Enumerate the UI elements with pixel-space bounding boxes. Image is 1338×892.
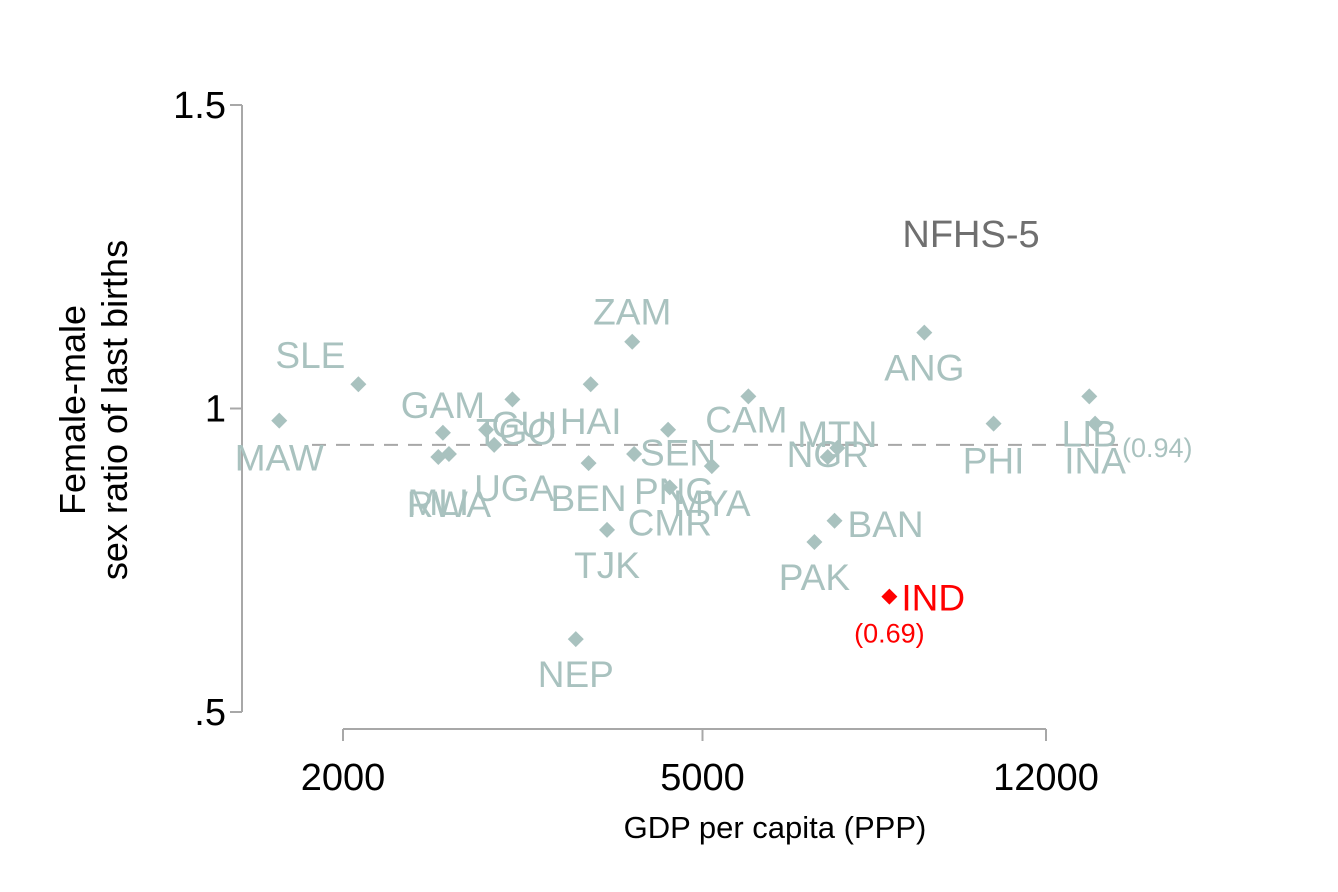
point-label-zam: ZAM xyxy=(593,292,671,333)
point-label-mya: MYA xyxy=(673,483,751,524)
data-point-mya xyxy=(703,458,720,475)
point-label-maw: MAW xyxy=(235,438,324,479)
x-axis-label: GDP per capita (PPP) xyxy=(624,810,927,845)
y-tick-label: 1.5 xyxy=(173,85,226,127)
point-label-cmr: CMR xyxy=(628,502,712,543)
axes: .5 1 1.5 2000 5000 12000 xyxy=(173,85,1099,799)
data-point-gui xyxy=(504,391,521,408)
point-label-nep: NEP xyxy=(538,654,614,695)
point-label-mtn: MTN xyxy=(797,414,877,455)
point-label-png: PNG xyxy=(634,471,714,512)
data-point-rwa xyxy=(440,446,457,463)
data-point-ina xyxy=(1087,415,1104,432)
data-point-tgo xyxy=(478,421,495,438)
point-label-gui: GUI xyxy=(492,404,558,445)
data-point-pak xyxy=(806,534,823,551)
point-label-ben: BEN xyxy=(551,478,627,519)
point-label-pak: PAK xyxy=(779,557,851,598)
data-point-maw xyxy=(271,412,288,429)
data-point-ngr xyxy=(819,449,836,466)
point-label-lib: LIB xyxy=(1062,413,1118,454)
data-point-phi xyxy=(985,415,1002,432)
data-point-uga xyxy=(486,436,503,453)
data-point-zam xyxy=(624,333,641,350)
x-tick-label: 12000 xyxy=(993,757,1099,799)
y-tick-label: .5 xyxy=(194,692,226,734)
data-point-cam xyxy=(740,388,757,405)
y-tick-label: 1 xyxy=(205,389,226,431)
data-point-ben xyxy=(580,455,597,472)
reference-line-label: (0.94) xyxy=(1122,433,1193,463)
point-label-ang: ANG xyxy=(884,348,964,389)
point-label-cam: CAM xyxy=(705,399,787,440)
data-point-sle xyxy=(350,376,367,393)
highlight-value-label: (0.69) xyxy=(854,619,925,649)
point-label-hai: HAI xyxy=(560,401,622,442)
data-point-ban xyxy=(826,512,843,529)
data-point-ang xyxy=(916,324,933,341)
y-ticks: .5 1 1.5 xyxy=(173,85,242,734)
point-label-ngr: NGR xyxy=(787,434,869,475)
data-point-mtn xyxy=(829,439,846,456)
point-label-ind: IND xyxy=(901,578,965,619)
point-label-phi: PHI xyxy=(963,441,1025,482)
point-label-ina: INA xyxy=(1064,441,1126,482)
survey-annotation: NFHS-5 xyxy=(902,214,1039,256)
point-label-ban: BAN xyxy=(848,504,924,545)
point-label-mli: MLI xyxy=(407,482,469,523)
x-ticks: 2000 5000 12000 xyxy=(301,729,1099,799)
y-axis-label-line-1: Female-male xyxy=(52,305,93,515)
data-point-ind xyxy=(881,588,898,605)
point-label-rwa: RWA xyxy=(407,484,492,525)
data-point-nep xyxy=(567,631,584,648)
point-label-tjk: TJK xyxy=(574,545,640,586)
point-label-sle: SLE xyxy=(275,335,345,376)
data-point-gam xyxy=(434,424,451,441)
point-label-uga: UGA xyxy=(474,468,555,509)
data-point-png xyxy=(626,446,643,463)
point-label-sen: SEN xyxy=(640,433,716,474)
data-point-cmr xyxy=(661,479,678,496)
x-tick-label: 2000 xyxy=(301,757,386,799)
data-point-sen xyxy=(660,421,677,438)
reference-line-layer: (0.94) xyxy=(312,433,1193,463)
data-point-hai xyxy=(582,376,599,393)
y-axis-label-line-2: sex ratio of last births xyxy=(94,240,135,580)
point-label-gam: GAM xyxy=(401,385,485,426)
data-point-tjk xyxy=(599,521,616,538)
point-label-tgo: TGO xyxy=(476,412,556,453)
data-point-lib xyxy=(1081,388,1098,405)
x-tick-label: 5000 xyxy=(660,757,745,799)
data-points xyxy=(271,324,1104,648)
